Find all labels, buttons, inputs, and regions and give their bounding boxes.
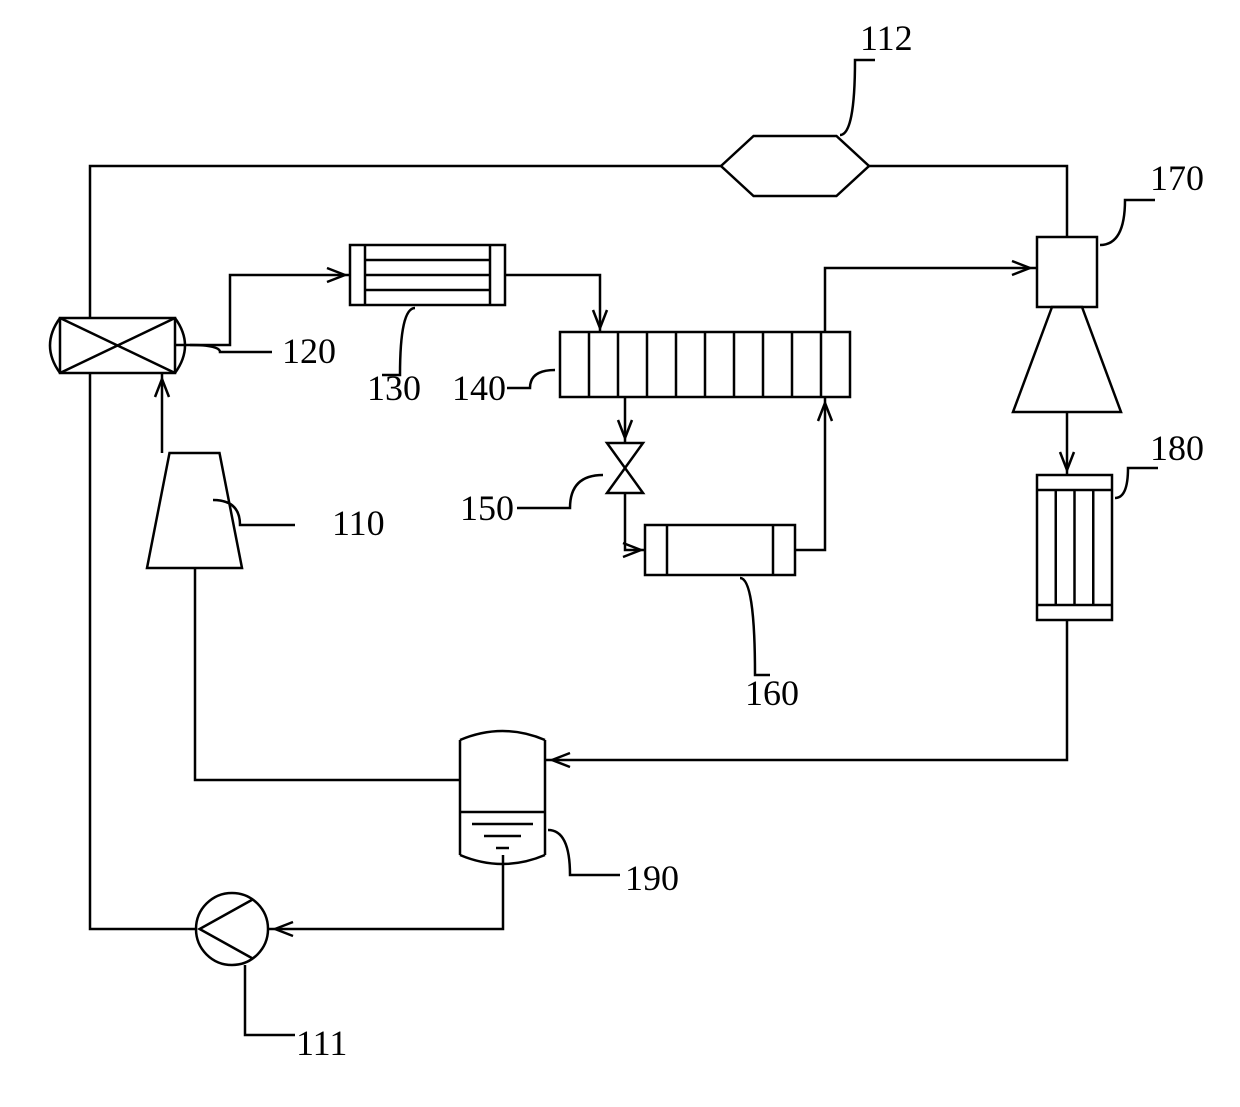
- flow-180-bot-190-right: [545, 620, 1067, 760]
- label-111: 111: [296, 1023, 347, 1063]
- label-170: 170: [1150, 158, 1204, 198]
- flow-160-right-140-bot-right: [795, 397, 825, 550]
- label-112: 112: [860, 18, 913, 58]
- flow-190-bot-111-right: [268, 855, 503, 929]
- flow-111-left-120-bot2: [90, 373, 196, 929]
- label-180: 180: [1150, 428, 1204, 468]
- label-110: 110: [332, 503, 385, 543]
- label-160: 160: [745, 673, 799, 713]
- process-flow-diagram: 110 111 112 120 130 140 150 160 170 180 190: [0, 0, 1240, 1107]
- label-120: 120: [282, 331, 336, 371]
- flow-140-top-right-170-left: [825, 268, 1037, 332]
- label-140: 140: [452, 368, 506, 408]
- flow-112-right-170-top: [869, 166, 1067, 237]
- label-190: 190: [625, 858, 679, 898]
- flow-120-top-112-left: [90, 166, 721, 318]
- flow-150-bot-160-left: [625, 493, 645, 550]
- label-130: 130: [367, 368, 421, 408]
- flow-130-right-140-top-left: [505, 275, 600, 332]
- label-150: 150: [460, 488, 514, 528]
- flow-190-left-upper-110-bot: [195, 568, 460, 780]
